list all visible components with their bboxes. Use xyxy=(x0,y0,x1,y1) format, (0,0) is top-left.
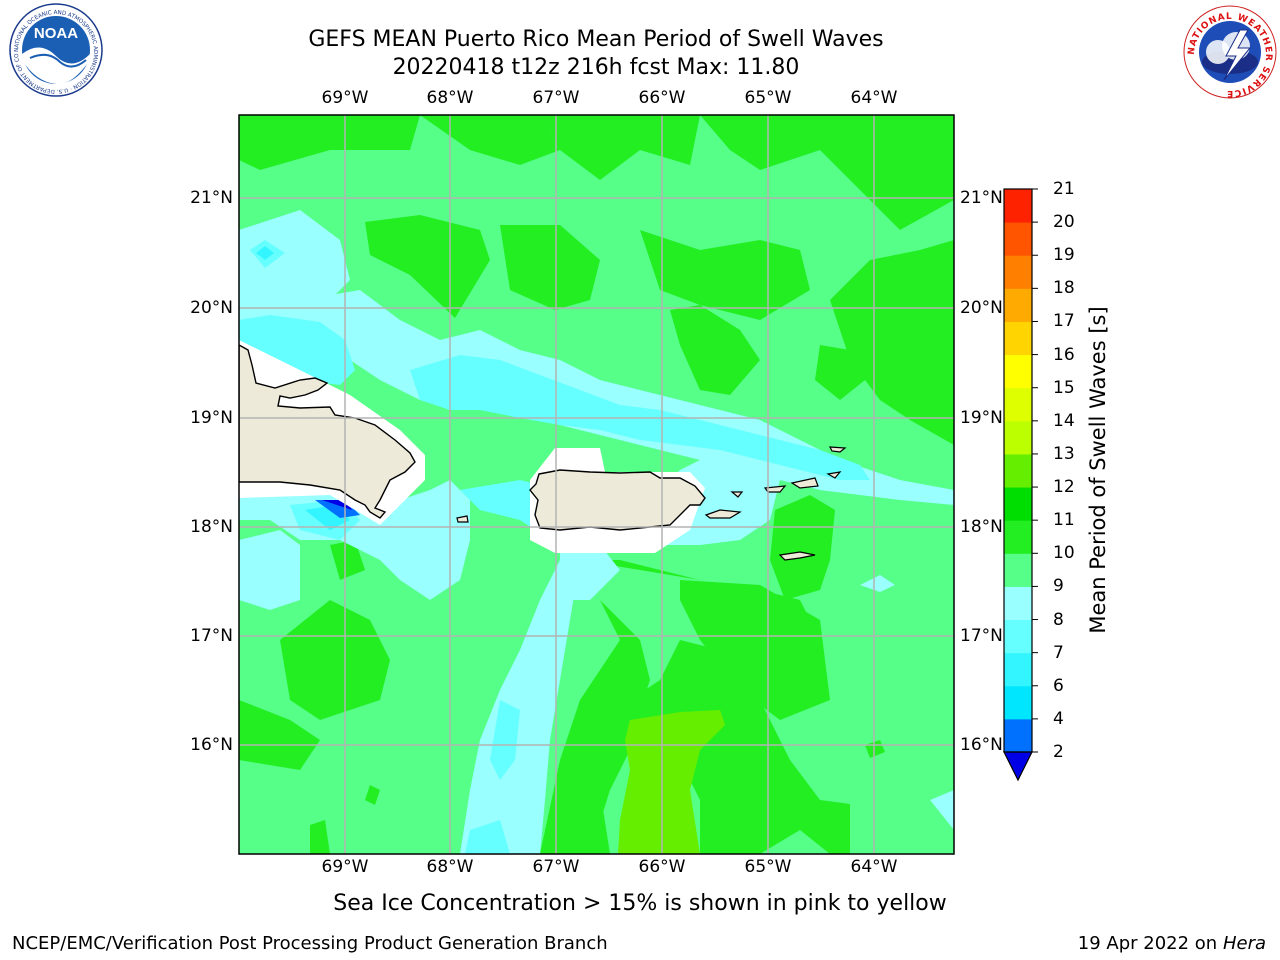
contour-11-12 xyxy=(618,710,725,854)
colorbar-tick-label: 17 xyxy=(1053,311,1075,332)
graticule xyxy=(239,115,954,854)
anegada-island xyxy=(828,446,847,453)
lon-label-top: 65°W xyxy=(744,88,792,108)
colorbar-band xyxy=(1004,487,1032,521)
colorbar-band xyxy=(1004,520,1032,554)
st-croix-island xyxy=(778,551,816,561)
lon-label-bottom: 68°W xyxy=(426,857,474,877)
colorbar-tick-label: 14 xyxy=(1053,410,1075,431)
vieques-island xyxy=(704,509,742,519)
map-area xyxy=(239,115,954,854)
colorbar-band xyxy=(1004,189,1032,223)
lon-label-top: 64°W xyxy=(850,88,898,108)
colorbar-tick-label: 7 xyxy=(1053,642,1064,663)
colorbar-band xyxy=(1004,619,1032,654)
virgin-gorda-island xyxy=(826,471,842,479)
lon-label-bottom: 69°W xyxy=(321,857,369,877)
colorbar-band xyxy=(1004,685,1032,720)
lon-label-bottom: 64°W xyxy=(850,857,898,877)
colorbar-band xyxy=(1004,420,1032,455)
lon-label-bottom: 67°W xyxy=(532,857,580,877)
lat-label-left: 17°N xyxy=(190,626,233,646)
lat-label-left: 21°N xyxy=(190,188,233,208)
colorbar-tick-label: 13 xyxy=(1053,443,1075,464)
colorbar-tick-label: 21 xyxy=(1053,179,1075,199)
hispaniola-coast xyxy=(239,344,416,519)
colorbar-tick-label: 4 xyxy=(1053,708,1064,729)
colorbar-band xyxy=(1004,321,1032,356)
colorbar-tick-label: 12 xyxy=(1053,477,1075,498)
colorbar-band xyxy=(1004,718,1032,753)
colorbar-tick-label: 10 xyxy=(1053,543,1075,564)
colorbar-tick-label: 20 xyxy=(1053,212,1075,233)
lat-label-left: 18°N xyxy=(190,517,233,537)
colorbar-tick-label: 15 xyxy=(1053,377,1075,398)
colorbar-tick-label: 2 xyxy=(1053,742,1064,762)
colorbar-tick-label: 11 xyxy=(1053,510,1075,531)
culebra-island xyxy=(730,491,744,498)
lat-label-right: 17°N xyxy=(960,626,1003,646)
lat-label-right: 18°N xyxy=(960,517,1003,537)
tortola-island xyxy=(790,477,819,489)
nws-logo: NATIONAL WEATHER SERVICE xyxy=(1183,5,1277,99)
colorbar-band xyxy=(1004,255,1032,289)
colorbar xyxy=(1003,188,1038,782)
colorbar-band xyxy=(1004,222,1032,256)
chart-title: GEFS MEAN Puerto Rico Mean Period of Swe… xyxy=(308,27,884,52)
mona-island xyxy=(456,515,469,523)
lon-label-bottom: 66°W xyxy=(638,857,686,877)
colorbar-label: Mean Period of Swell Waves [s] xyxy=(1086,306,1110,634)
colorbar-band xyxy=(1004,652,1032,687)
sea-ice-note: Sea Ice Concentration > 15% is shown in … xyxy=(333,891,947,916)
colorbar-band xyxy=(1004,288,1032,322)
colorbar-tick-label: 18 xyxy=(1053,278,1075,299)
colorbar-band xyxy=(1004,453,1032,488)
lon-label-top: 68°W xyxy=(426,88,474,108)
footer-host: Hera xyxy=(1222,933,1266,954)
small-islands xyxy=(456,446,847,561)
lat-label-right: 19°N xyxy=(960,408,1003,428)
map-frame xyxy=(238,114,955,855)
colorbar-under-triangle xyxy=(1003,751,1033,782)
colorbar-band xyxy=(1004,354,1032,389)
colorbar-band xyxy=(1004,387,1032,422)
colorbar-band xyxy=(1004,586,1032,621)
chart-subtitle-run: 20220418 t12z 216h fcst Max: 11.80 xyxy=(392,55,800,80)
colorbar-frame xyxy=(1003,188,1033,753)
colorbar-tick-label: 19 xyxy=(1053,245,1075,266)
footer-date-text: 19 Apr 2022 on xyxy=(1077,933,1223,954)
colorbar-band xyxy=(1004,553,1032,587)
colorbar-tick-label: 6 xyxy=(1053,675,1064,696)
lat-label-left: 19°N xyxy=(190,408,233,428)
noaa-logo-text: NOAA xyxy=(34,25,78,42)
lon-label-top: 69°W xyxy=(321,88,369,108)
lat-label-right: 21°N xyxy=(960,188,1003,208)
lat-label-right: 16°N xyxy=(960,735,1003,755)
colorbar-tick-label: 9 xyxy=(1053,576,1064,597)
footer-date: 19 Apr 2022 on Hera xyxy=(1078,933,1266,954)
st-thomas-island xyxy=(763,485,787,493)
colorbar-tick-label: 16 xyxy=(1053,344,1075,365)
lat-label-left: 16°N xyxy=(190,735,233,755)
lon-label-bottom: 65°W xyxy=(744,857,792,877)
colorbar-tick-label: 8 xyxy=(1053,609,1064,630)
lat-label-right: 20°N xyxy=(960,298,1003,318)
footer-branch: NCEP/EMC/Verification Post Processing Pr… xyxy=(12,933,608,954)
lon-label-top: 67°W xyxy=(532,88,580,108)
lon-label-top: 66°W xyxy=(638,88,686,108)
lat-label-left: 20°N xyxy=(190,298,233,318)
noaa-logo: NOAA NATIONAL OCEANIC AND ATMOSPHERIC AD… xyxy=(0,0,103,97)
